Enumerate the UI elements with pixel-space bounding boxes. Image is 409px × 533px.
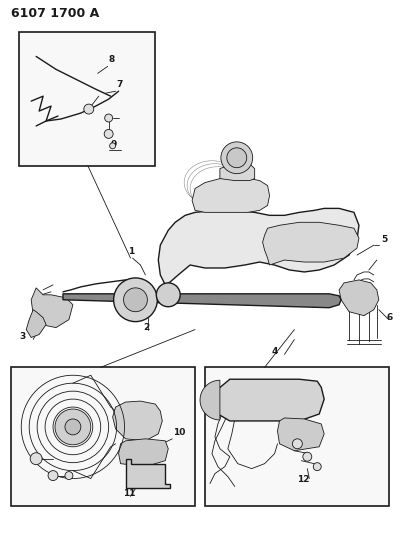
- Text: 1: 1: [128, 247, 135, 256]
- Polygon shape: [31, 288, 73, 328]
- Circle shape: [30, 453, 42, 465]
- Polygon shape: [158, 208, 358, 285]
- Circle shape: [156, 283, 180, 306]
- Polygon shape: [26, 310, 46, 337]
- Polygon shape: [192, 177, 269, 212]
- Circle shape: [226, 148, 246, 168]
- Text: 4: 4: [271, 348, 277, 357]
- Circle shape: [65, 419, 81, 435]
- Bar: [19, 31, 155, 166]
- Text: 10: 10: [173, 428, 185, 437]
- Polygon shape: [112, 401, 162, 441]
- Polygon shape: [118, 439, 168, 466]
- Bar: [11, 367, 195, 506]
- Polygon shape: [277, 418, 324, 451]
- Text: 6107 1700 A: 6107 1700 A: [11, 7, 99, 20]
- Circle shape: [55, 409, 90, 445]
- Circle shape: [113, 278, 157, 321]
- Polygon shape: [200, 380, 219, 420]
- Text: 5: 5: [380, 235, 386, 244]
- Text: 2: 2: [143, 322, 149, 332]
- Polygon shape: [338, 280, 378, 316]
- Circle shape: [48, 471, 58, 481]
- Circle shape: [312, 463, 320, 471]
- Text: 6: 6: [386, 313, 392, 321]
- Bar: [204, 367, 388, 506]
- Polygon shape: [125, 459, 170, 488]
- Circle shape: [220, 142, 252, 174]
- Circle shape: [104, 114, 112, 122]
- Text: 9: 9: [110, 140, 117, 149]
- Text: 7: 7: [116, 80, 123, 89]
- Circle shape: [123, 288, 147, 312]
- Circle shape: [292, 439, 301, 449]
- Circle shape: [104, 130, 113, 139]
- Circle shape: [302, 452, 311, 461]
- Text: 11: 11: [122, 489, 135, 498]
- Circle shape: [109, 143, 115, 149]
- Text: 8: 8: [108, 55, 115, 64]
- Circle shape: [83, 104, 94, 114]
- Text: 12: 12: [297, 474, 309, 483]
- Polygon shape: [262, 222, 358, 265]
- Polygon shape: [63, 294, 340, 308]
- Polygon shape: [214, 379, 324, 421]
- Circle shape: [65, 472, 73, 480]
- Polygon shape: [219, 163, 254, 181]
- Text: 3: 3: [19, 333, 25, 342]
